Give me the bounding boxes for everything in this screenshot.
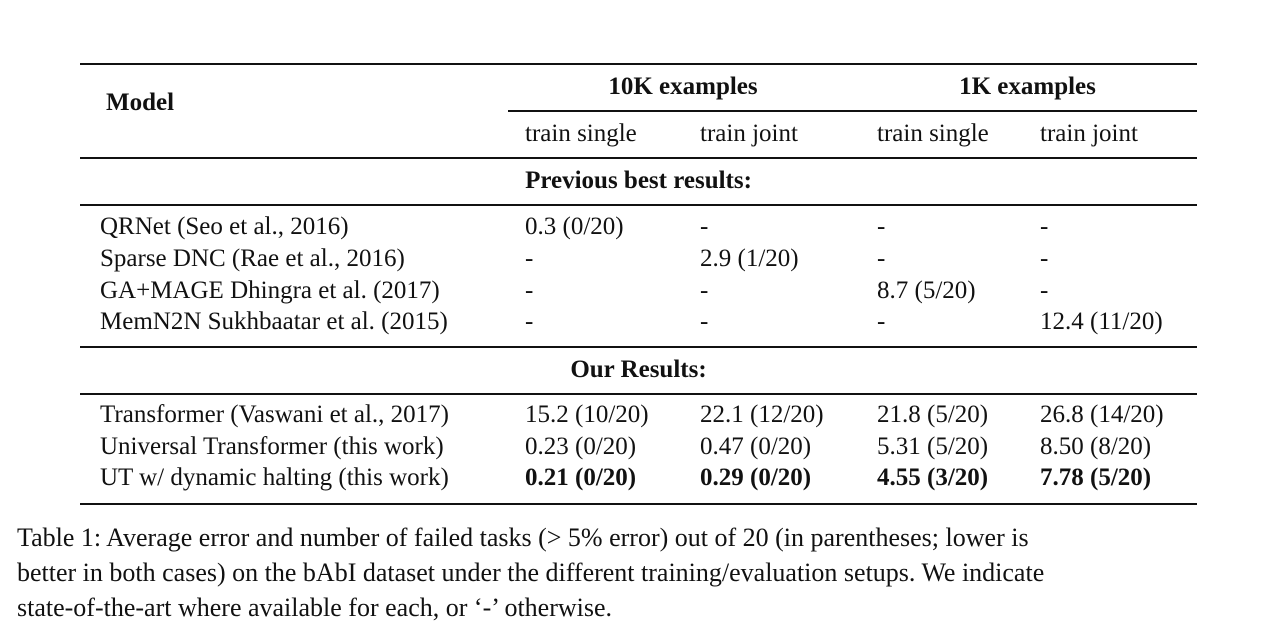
- table-cell: 2.9 (1/20): [700, 245, 799, 272]
- table-cell: -: [1040, 277, 1049, 304]
- row-model: Sparse DNC (Rae et al., 2016): [100, 245, 405, 272]
- table-cell-best: 0.29 (0/20): [700, 464, 812, 491]
- row-model: GA+MAGE Dhingra et al. (2017): [100, 277, 440, 304]
- table-caption: Table 1: Average error and number of fai…: [17, 520, 1272, 625]
- table-cell: 0.23 (0/20): [525, 433, 637, 460]
- caption-line: Table 1: Average error and number of fai…: [17, 523, 1029, 552]
- table-cell-best: 7.78 (5/20): [1040, 464, 1152, 491]
- header-group-1k: 1K examples: [959, 73, 1096, 100]
- table-cell: 0.47 (0/20): [700, 433, 812, 460]
- table-cell: -: [525, 277, 534, 304]
- caption-line: better in both cases) on the bAbI datase…: [17, 558, 1045, 587]
- table-top-rule: [80, 63, 1197, 65]
- table-cell: -: [700, 213, 709, 240]
- table-cell: 22.1 (12/20): [700, 401, 824, 428]
- table-cell: 0.3 (0/20): [525, 213, 624, 240]
- table-cell: -: [877, 308, 886, 335]
- row-model: QRNet (Seo et al., 2016): [100, 213, 349, 240]
- header-bottom-rule: [80, 157, 1197, 159]
- header-model: Model: [106, 89, 175, 116]
- table-cell: -: [1040, 213, 1049, 240]
- header-group-10k: 10K examples: [608, 73, 758, 100]
- row-model: Universal Transformer (this work): [100, 433, 444, 460]
- table-cell: -: [525, 308, 534, 335]
- table-cell: 12.4 (11/20): [1040, 308, 1163, 335]
- table-cell: 5.31 (5/20): [877, 433, 989, 460]
- group-header-rule: [508, 110, 1197, 112]
- section2-top-rule: [80, 346, 1197, 348]
- table-cell: 15.2 (10/20): [525, 401, 649, 428]
- section2-title-rule: [80, 393, 1197, 395]
- table-cell: -: [700, 308, 709, 335]
- row-model: MemN2N Sukhbaatar et al. (2015): [100, 308, 448, 335]
- subheader-10k-train-single: train single: [525, 120, 637, 147]
- section-title-ours: Our Results:: [570, 356, 707, 383]
- row-model: UT w/ dynamic halting (this work): [100, 464, 449, 491]
- row-model: Transformer (Vaswani et al., 2017): [100, 401, 449, 428]
- caption-line: state-of-the-art where available for eac…: [17, 593, 613, 622]
- table-cell: -: [877, 213, 886, 240]
- table-cell: 26.8 (14/20): [1040, 401, 1164, 428]
- table-cell-best: 4.55 (3/20): [877, 464, 989, 491]
- subheader-1k-train-single: train single: [877, 120, 989, 147]
- table-cell: 21.8 (5/20): [877, 401, 989, 428]
- table-cell-best: 0.21 (0/20): [525, 464, 637, 491]
- table-cell: 8.7 (5/20): [877, 277, 976, 304]
- subheader-1k-train-joint: train joint: [1040, 120, 1138, 147]
- subheader-10k-train-joint: train joint: [700, 120, 798, 147]
- table-cell: -: [1040, 245, 1049, 272]
- section-title-previous: Previous best results:: [525, 167, 752, 194]
- table-cell: -: [525, 245, 534, 272]
- table-bottom-rule: [80, 503, 1197, 505]
- section1-title-rule: [80, 204, 1197, 206]
- table-cell: -: [877, 245, 886, 272]
- table-cell: -: [700, 277, 709, 304]
- table-cell: 8.50 (8/20): [1040, 433, 1152, 460]
